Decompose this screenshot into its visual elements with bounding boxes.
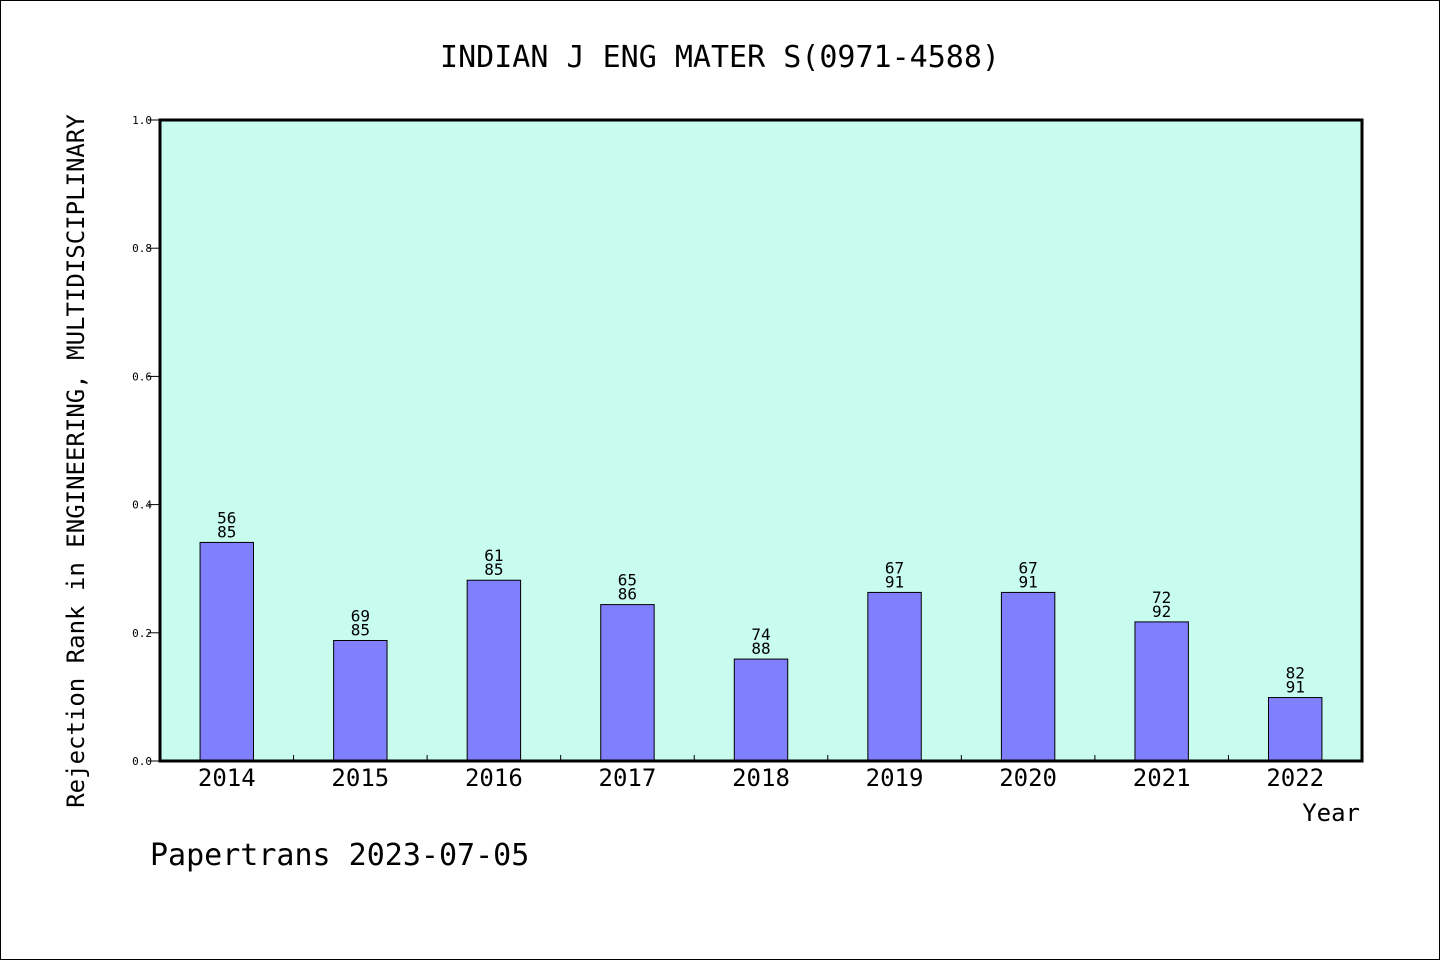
bar-label-total: 86	[618, 585, 637, 604]
x-tick-label: 2021	[1133, 764, 1191, 792]
bar-label-rank: 72	[1152, 588, 1171, 607]
x-tick-label: 2016	[465, 764, 523, 792]
y-tick-label: 0.4	[132, 499, 152, 512]
bar-label-rank: 69	[351, 606, 370, 625]
x-tick-label: 2022	[1266, 764, 1324, 792]
x-tick-label: 2015	[331, 764, 389, 792]
x-tick-label: 2018	[732, 764, 790, 792]
bar-label-total: 91	[1286, 678, 1305, 697]
bar-label-total: 88	[751, 639, 770, 658]
plot-frame	[158, 118, 1364, 763]
bar-label-rank: 67	[885, 558, 904, 577]
x-tick-label: 2017	[599, 764, 657, 792]
x-tick-label: 2014	[198, 764, 256, 792]
y-axis: 0.0 0.2 0.4 0.6 0.8 1.0	[132, 114, 160, 768]
x-tick-label: 2020	[999, 764, 1057, 792]
y-tick-label: 0.6	[132, 370, 152, 383]
x-axis: 2014 2015 2016 2017 2018 2019 2020 2021 2022	[198, 755, 1324, 792]
x-axis-label: Year	[1302, 799, 1360, 827]
chart-title: INDIAN J ENG MATER S(0971-4588)	[440, 40, 1000, 75]
bar-2021	[1134, 621, 1189, 762]
bar-label-rank: 74	[751, 625, 770, 644]
footer-credit: Papertrans 2023-07-05	[150, 838, 529, 873]
bar-2018	[733, 658, 789, 762]
bar-label-total: 85	[484, 560, 503, 579]
y-tick-label: 0.8	[132, 242, 152, 255]
bar-label-total: 91	[885, 572, 904, 591]
bar-label-total: 92	[1152, 602, 1171, 621]
bar-label-rank: 82	[1286, 664, 1305, 683]
bar-2014	[199, 541, 254, 762]
bar-label-rank: 65	[618, 571, 637, 590]
y-axis-label: Rejection Rank in ENGINEERING, MULTIDISC…	[62, 114, 90, 808]
bar-label-total: 85	[217, 522, 236, 541]
bar-2016	[466, 579, 522, 762]
x-tick-label: 2019	[866, 764, 924, 792]
bar-series	[199, 541, 1323, 762]
y-tick-label: 1.0	[132, 114, 152, 127]
bar-label-total: 85	[351, 620, 370, 639]
bar-2020	[1000, 591, 1056, 762]
bar-label-total: 91	[1018, 572, 1037, 591]
bar-2015	[333, 639, 388, 762]
bar-label-rank: 56	[217, 508, 236, 527]
bar-2022	[1268, 697, 1323, 762]
bar-label-rank: 67	[1018, 558, 1037, 577]
bar-2019	[867, 591, 922, 762]
y-tick-label: 0.2	[132, 627, 152, 640]
bar-label-rank: 61	[484, 546, 503, 565]
y-tick-label: 0.0	[132, 755, 152, 768]
bar-2017	[600, 604, 655, 762]
